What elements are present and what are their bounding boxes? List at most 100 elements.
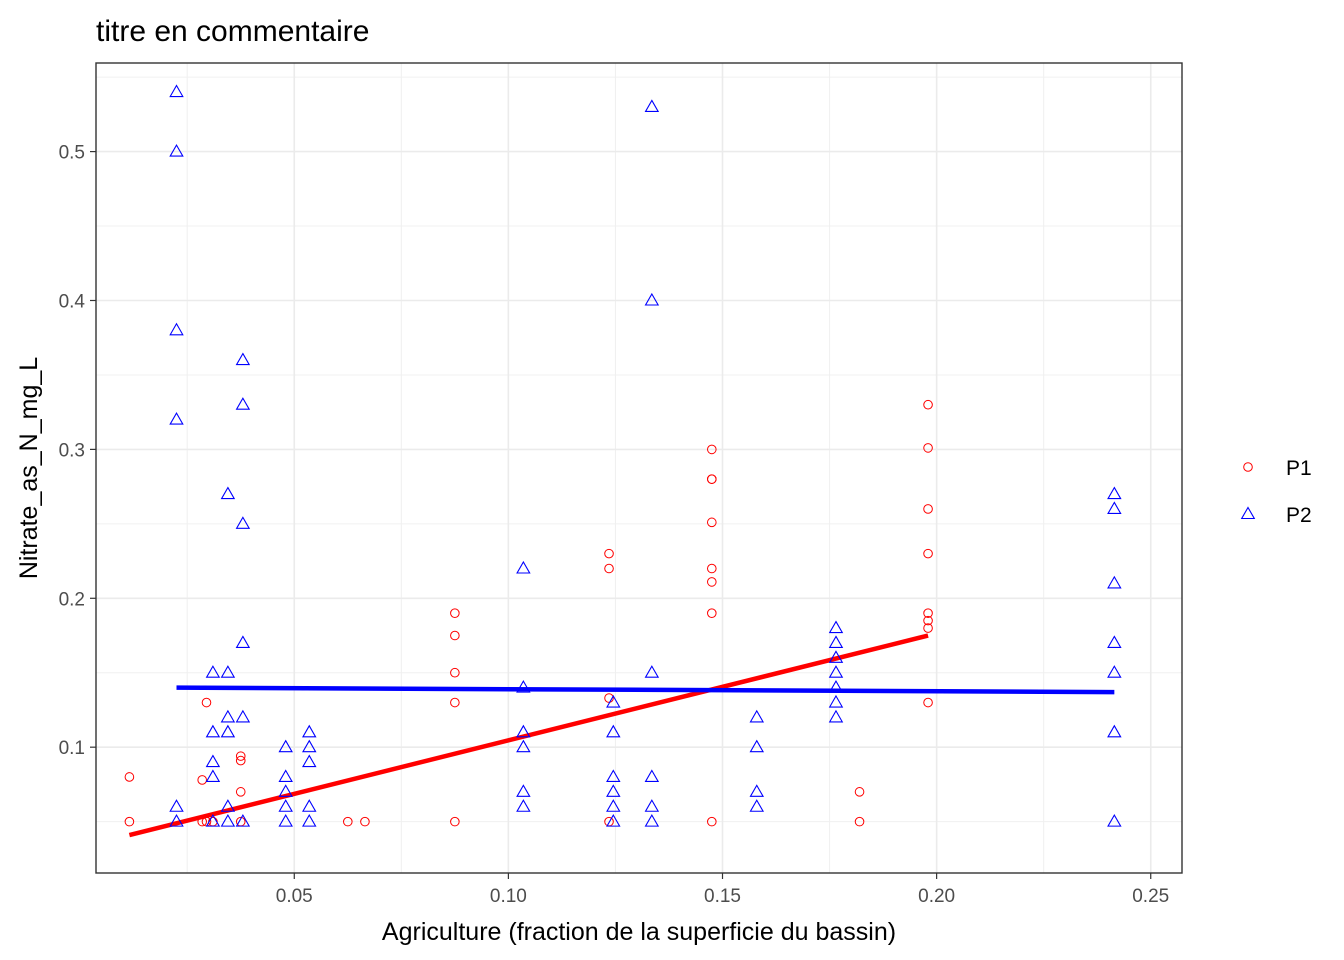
data-point-p1 (604, 693, 614, 703)
data-point-p1 (706, 816, 717, 827)
x-axis-ticks: 0.05 0.10 0.15 0.20 0.25 (276, 873, 1169, 907)
data-point-p2 (828, 680, 844, 693)
trend-line-p2 (176, 685, 1115, 695)
data-point-p1 (923, 608, 933, 618)
data-point-p1 (197, 775, 208, 785)
data-point-p1 (854, 816, 865, 827)
data-point-p2 (644, 769, 660, 783)
data-point-p2 (1107, 486, 1122, 500)
legend-key-p2 (1240, 506, 1256, 520)
legend: P1 P2 (1240, 457, 1312, 527)
plot-panel (96, 63, 1182, 873)
data-point-p1 (235, 787, 246, 797)
data-point-p2 (828, 620, 844, 634)
data-point-p1 (706, 517, 717, 528)
data-point-p1 (450, 608, 460, 618)
grid-lines (96, 63, 1182, 873)
data-point-p1 (604, 563, 614, 574)
legend-label-p2: P2 (1286, 504, 1312, 527)
data-point-p2 (302, 799, 317, 812)
data-point-p2 (644, 814, 660, 827)
data-point-p1 (201, 697, 212, 708)
data-point-p2 (278, 784, 293, 797)
data-point-p2 (220, 724, 236, 738)
data-point-p2 (169, 799, 184, 812)
data-point-p2 (220, 799, 236, 812)
data-point-p1 (706, 608, 717, 618)
data-point-p2 (749, 799, 765, 812)
x-tick-label: 0.10 (490, 886, 527, 907)
data-point-p1 (450, 667, 460, 678)
y-axis-title: Nitrate_as_N_mg_L (15, 357, 43, 579)
data-point-p1 (706, 474, 717, 484)
data-point-p1 (604, 548, 614, 559)
data-point-p2 (606, 724, 621, 738)
legend-label-p1: P1 (1286, 457, 1312, 480)
data-point-p2 (828, 635, 844, 649)
data-point-p2 (169, 322, 184, 336)
data-point-p1 (854, 787, 865, 797)
data-point-p2 (235, 635, 251, 649)
data-point-p2 (606, 799, 621, 812)
y-axis-ticks: 0.1 0.2 0.3 0.4 0.5 (59, 143, 96, 759)
data-point-p1 (124, 816, 135, 827)
data-point-p2 (220, 814, 236, 827)
y-tick-label: 0.1 (59, 738, 85, 759)
data-point-p2 (516, 784, 531, 797)
x-tick-label: 0.05 (276, 886, 313, 907)
data-point-p2 (235, 814, 251, 827)
data-point-p2 (606, 784, 621, 797)
x-tick-label: 0.25 (1132, 886, 1169, 907)
y-tick-label: 0.2 (59, 589, 85, 610)
data-point-p2 (302, 754, 317, 768)
data-point-p2 (235, 397, 251, 410)
x-tick-label: 0.20 (918, 886, 955, 907)
data-point-p2 (828, 709, 844, 723)
plot-border (95, 62, 1183, 874)
data-point-p2 (1107, 501, 1122, 514)
data-point-p1 (450, 630, 460, 641)
data-point-p2 (169, 143, 184, 157)
data-point-p1 (923, 443, 933, 453)
data-point-p2 (278, 769, 293, 783)
data-point-p2 (235, 709, 251, 723)
data-point-p2 (235, 352, 251, 366)
data-point-p2 (169, 84, 184, 98)
data-point-p2 (749, 784, 765, 797)
data-point-p1 (450, 816, 460, 827)
data-point-p1 (124, 772, 135, 782)
data-point-p1 (923, 623, 933, 633)
data-point-p1 (343, 816, 353, 827)
data-point-p1 (923, 548, 933, 559)
data-point-p2 (749, 709, 765, 723)
data-point-p2 (644, 99, 660, 112)
data-point-p2 (278, 814, 293, 827)
data-point-p2 (516, 560, 531, 574)
data-points (124, 84, 1122, 827)
data-point-p2 (606, 814, 621, 827)
data-point-p2 (749, 739, 765, 753)
data-point-p2 (1107, 724, 1122, 738)
data-point-p1 (706, 444, 717, 455)
data-point-p2 (606, 694, 621, 708)
x-tick-label: 0.15 (704, 886, 741, 907)
data-point-p2 (205, 814, 221, 827)
data-point-p2 (220, 665, 236, 678)
data-point-p2 (1107, 665, 1122, 678)
x-axis-title: Agriculture (fraction de la superficie d… (382, 918, 896, 946)
y-tick-label: 0.3 (59, 440, 85, 461)
data-point-p1 (197, 816, 208, 827)
data-point-p2 (516, 680, 531, 693)
data-point-p2 (205, 724, 221, 738)
chart-title: titre en commentaire (96, 15, 369, 48)
data-point-p2 (302, 724, 317, 738)
data-point-p2 (828, 665, 844, 678)
data-point-p2 (169, 412, 184, 425)
y-tick-label: 0.4 (59, 291, 86, 312)
data-point-p2 (169, 814, 184, 827)
data-point-p1 (706, 577, 717, 587)
data-point-p2 (606, 769, 621, 783)
data-point-p2 (302, 739, 317, 753)
data-point-p2 (205, 665, 221, 678)
